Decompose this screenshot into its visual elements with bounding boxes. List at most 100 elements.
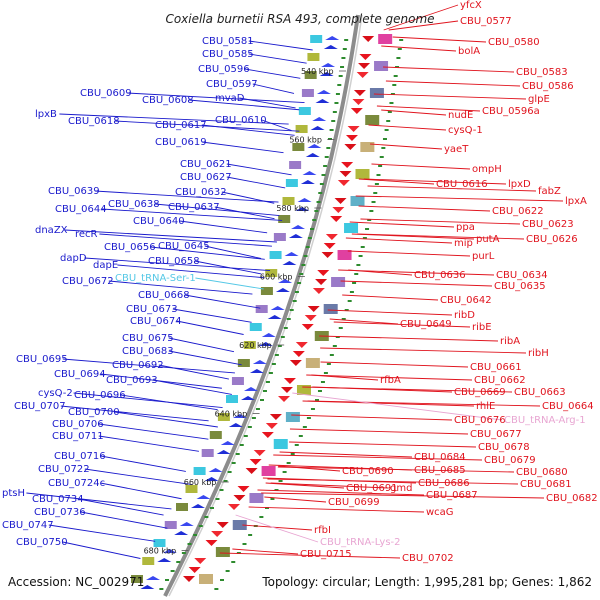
reverse-gene-arrow (321, 252, 334, 258)
gene-label-cbu-0672: CBU_0672 (62, 276, 114, 287)
connector-cbu-0663 (302, 386, 513, 393)
gene-label-gmd: gmd (390, 483, 412, 494)
gene-label-cbu-0679: CBU_0679 (484, 455, 536, 466)
track-tick (338, 75, 343, 77)
gene-label-cbu-0636: CBU_0636 (414, 270, 466, 281)
connector-cbu-0691 (265, 482, 345, 489)
gene-label-cbu-0619: CBU_0619 (155, 137, 207, 148)
gene-label-cbu-0621: CBU_0621 (180, 159, 232, 170)
gene-label-cbu-0678: CBU_0678 (478, 442, 530, 453)
connector-cbu-0619 (201, 141, 284, 154)
connector-cbu-0690 (278, 465, 341, 472)
track-tick (387, 111, 392, 113)
reverse-gene-arrow (353, 90, 366, 96)
reverse-feature-block (355, 169, 370, 179)
gene-label-cbu-0700: CBU_0700 (68, 407, 120, 418)
reverse-gene-arrow (339, 171, 352, 177)
reverse-gene-arrow (362, 36, 375, 42)
forward-gene-arrow (275, 288, 290, 292)
track-tick (235, 453, 240, 455)
forward-gene-arrow (282, 261, 297, 265)
connector-riba (319, 335, 499, 342)
reverse-feature-block (365, 115, 380, 125)
gene-label-cbu-0674: CBU_0674 (130, 316, 182, 327)
gene-label-lpxd: lpxD (508, 179, 531, 190)
gene-label-cbu-0639: CBU_0639 (48, 186, 100, 197)
gene-label-cbu-0656: CBU_0656 (104, 242, 156, 253)
forward-feature-block (295, 125, 308, 133)
track-tick (255, 408, 260, 410)
gene-label-ribe: ribE (472, 322, 492, 333)
track-tick (301, 264, 306, 266)
forward-feature-block (201, 449, 214, 457)
track-tick (181, 552, 186, 554)
position-ticks: 540 kbp 560 kbp 580 kbp 600 kbp 620 kbp 640 k… (144, 67, 346, 556)
reverse-gene-arrow (352, 99, 365, 105)
reverse-gene-arrow (183, 576, 195, 582)
gene-label-cbu-0662: CBU_0662 (474, 375, 526, 386)
track-tick (369, 210, 374, 212)
connector-dnazx (64, 229, 277, 243)
forward-gene-arrow (267, 315, 282, 319)
reverse-gene-arrow (337, 180, 350, 186)
reverse-feature-block (215, 547, 230, 557)
track-tick (220, 579, 224, 581)
track-tick (227, 471, 232, 473)
track-tick (395, 66, 400, 68)
gene-label-dape: dapE (93, 260, 118, 271)
forward-feature-block (278, 215, 291, 223)
connector-cbu-0682 (261, 492, 545, 499)
connector-cbu-0711 (98, 435, 199, 452)
connector-gmd (270, 482, 389, 489)
forward-feature-block (292, 143, 305, 151)
forward-gene-arrow (310, 126, 325, 130)
track-tick (344, 309, 349, 311)
gene-label-cbu-0642: CBU_0642 (440, 295, 492, 306)
gene-label-wcag: wcaG (426, 507, 454, 518)
connector-cbu-0668 (184, 294, 261, 309)
gene-label-cbu-0638: CBU_0638 (108, 199, 160, 210)
track-tick (170, 570, 175, 572)
connector-cbu-0695 (62, 358, 235, 374)
forward-feature-block (153, 539, 166, 547)
connector-cbu-0662 (306, 374, 473, 381)
gene-label-cbu-0583: CBU_0583 (516, 67, 568, 78)
reverse-gene-arrow (211, 531, 224, 537)
reverse-gene-arrow (188, 567, 201, 573)
track-tick (390, 93, 395, 95)
position-tick-580-kbp: 580 kbp (276, 204, 309, 213)
forward-gene-arrow (243, 387, 258, 391)
connector-cbu-0644 (101, 208, 283, 221)
connector-purl (347, 250, 471, 257)
track-tick (323, 165, 328, 167)
gene-label-dnazx: dnaZX (35, 225, 68, 236)
track-tick (223, 480, 228, 482)
forward-gene-arrow (278, 279, 293, 283)
gene-label-cbu-0580: CBU_0580 (488, 37, 540, 48)
reverse-gene-arrow (278, 396, 290, 402)
gene-label-cysq-1: cysQ-1 (448, 125, 483, 136)
forward-feature-block (310, 35, 323, 43)
connector-cbu-0686 (262, 477, 417, 484)
track-tick (335, 93, 340, 95)
connector-cbu-0747 (48, 524, 156, 542)
connector-glpe (373, 93, 527, 100)
track-tick (165, 579, 169, 581)
connector-mip (345, 237, 453, 244)
gene-label-cbu-0715: CBU_0715 (300, 549, 352, 560)
connector-ptsh (26, 492, 172, 510)
reverse-gene-arrow (350, 108, 363, 114)
track-tick (349, 291, 354, 293)
map-title: Coxiella burnetii RSA 493, complete geno… (165, 12, 434, 26)
forward-feature-block (243, 341, 256, 349)
reverse-feature-block (199, 574, 213, 584)
track-tick (286, 318, 291, 320)
connector-cbu-0635 (340, 280, 493, 287)
track-tick (340, 66, 345, 68)
reverse-feature-block (273, 439, 288, 449)
gene-label-cbu-0686: CBU_0686 (418, 478, 470, 489)
track-tick (376, 174, 381, 176)
track-tick (329, 129, 334, 131)
forward-gene-arrow (297, 198, 312, 202)
reverse-feature-block (296, 385, 311, 395)
